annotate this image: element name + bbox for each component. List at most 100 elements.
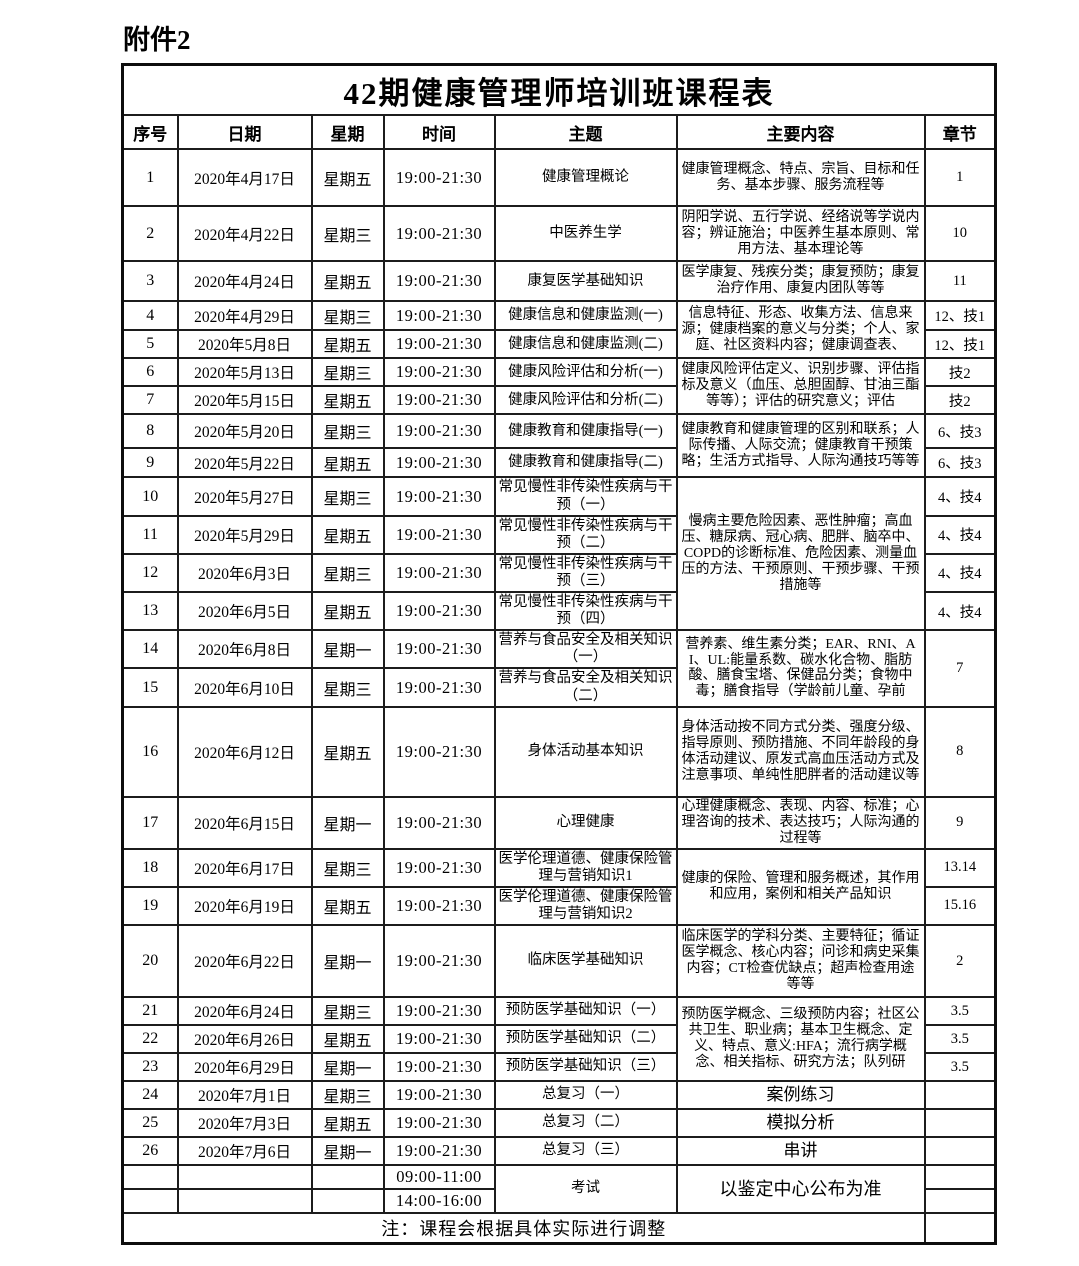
course-topic: 医学伦理道德、健康保险管理与营销知识2 — [493, 885, 678, 927]
exam-week-cell-1 — [310, 1164, 385, 1190]
course-row: 1 2020年4月17日 星期五 19:00-21:30 健康管理概论 健康管理概念、特点… — [121, 148, 997, 208]
course-time: 19:00-21:30 — [382, 329, 496, 360]
course-row: 5 2020年5月8日 星期五 19:00-21:30 健康信息和健康监测(二) 12、技… — [121, 329, 997, 360]
row-number: 21 — [121, 996, 179, 1026]
course-time: 19:00-21:30 — [382, 413, 496, 450]
row-number: 16 — [121, 705, 179, 798]
row-number: 18 — [121, 847, 179, 888]
course-time: 19:00-21:30 — [382, 629, 496, 670]
course-row: 4 2020年4月29日 星期三 19:00-21:30 健康信息和健康监测(一) 信息特… — [121, 300, 997, 360]
course-weekday: 星期五 — [310, 447, 385, 479]
course-time: 19:00-21:30 — [382, 996, 496, 1026]
course-row: 17 2020年6月15日 星期一 19:00-21:30 心理健康 心理健康概念、表现、… — [121, 795, 997, 850]
row-number: 6 — [121, 357, 179, 388]
course-weekday: 星期一 — [310, 629, 385, 670]
course-row: 3 2020年4月24日 星期五 19:00-21:30 康复医学基础知识 医学康复、残疾… — [121, 260, 997, 303]
row-number: 24 — [121, 1080, 179, 1110]
exam-date-cell-2 — [176, 1188, 313, 1214]
course-topic: 中医养生学 — [493, 205, 678, 263]
course-chapter — [923, 1136, 997, 1166]
course-date: 2020年6月15日 — [176, 795, 313, 850]
course-chapter: 4、技4 — [923, 514, 997, 555]
course-weekday: 星期五 — [310, 1024, 385, 1054]
course-date: 2020年5月8日 — [176, 329, 313, 360]
course-chapter — [923, 1108, 997, 1138]
course-topic: 预防医学基础知识（二） — [493, 1024, 678, 1054]
col-header-topic: 主题 — [493, 114, 678, 151]
row-number: 1 — [121, 148, 179, 208]
col-header-weekday: 星期 — [310, 114, 385, 151]
course-time: 19:00-21:30 — [382, 514, 496, 555]
course-time: 19:00-21:30 — [382, 1052, 496, 1082]
course-content: 串讲 — [675, 1136, 926, 1166]
course-rows-body: 1 2020年4月17日 星期五 19:00-21:30 健康管理概论 健康管理概念、特点… — [121, 148, 997, 1166]
row-number: 25 — [121, 1108, 179, 1138]
course-time: 19:00-21:30 — [382, 667, 496, 708]
row-number: 12 — [121, 552, 179, 594]
exam-row-morning: 09:00-11:00 考试 以鉴定中心公布为准 — [121, 1164, 997, 1214]
course-date: 2020年7月6日 — [176, 1136, 313, 1166]
course-date: 2020年7月3日 — [176, 1108, 313, 1138]
course-row: 11 2020年5月29日 星期五 19:00-21:30 常见慢性非传染性疾病与干预（… — [121, 514, 997, 555]
course-row: 26 2020年7月6日 星期一 19:00-21:30 总复习（三） 串讲 — [121, 1136, 997, 1166]
course-chapter — [923, 1080, 997, 1110]
course-row: 16 2020年6月12日 星期五 19:00-21:30 身体活动基本知识 身体活动按不… — [121, 705, 997, 798]
course-weekday: 星期五 — [310, 329, 385, 360]
course-weekday: 星期三 — [310, 552, 385, 594]
course-content: 临床医学的学科分类、主要特征；循证医学概念、核心内容；问诊和病史采集内容；CT检… — [675, 924, 926, 998]
attachment-label: 附件2 — [123, 25, 191, 55]
course-date: 2020年5月29日 — [176, 514, 313, 555]
course-row: 2 2020年4月22日 星期三 19:00-21:30 中医养生学 阴阳学说、五行学说、… — [121, 205, 997, 263]
table-title: 42期健康管理师培训班课程表 — [121, 63, 997, 117]
course-chapter: 12、技1 — [923, 300, 997, 332]
course-topic: 常见慢性非传染性疾病与干预（二） — [493, 514, 678, 555]
row-number: 13 — [121, 591, 179, 632]
row-number: 17 — [121, 795, 179, 850]
exam-no-cell-1 — [121, 1164, 179, 1190]
course-weekday: 星期五 — [310, 591, 385, 632]
course-time: 19:00-21:30 — [382, 1080, 496, 1110]
course-time: 19:00-21:30 — [382, 385, 496, 416]
course-time: 19:00-21:30 — [382, 300, 496, 332]
course-content: 身体活动按不同方式分类、强度分级、指导原则、预防措施、不同年龄段的身体活动建议、… — [675, 705, 926, 798]
course-weekday: 星期五 — [310, 148, 385, 208]
course-topic: 健康管理概论 — [493, 148, 678, 208]
course-chapter: 15.16 — [923, 885, 997, 927]
course-weekday: 星期五 — [310, 705, 385, 798]
course-row: 22 2020年6月26日 星期五 19:00-21:30 预防医学基础知识（二） 3.5 — [121, 1024, 997, 1054]
course-topic: 康复医学基础知识 — [493, 260, 678, 303]
course-content: 医学康复、残疾分类；康复预防；康复治疗作用、康复内团队等等 — [675, 260, 926, 303]
col-header-no: 序号 — [121, 114, 179, 151]
course-weekday: 星期三 — [310, 667, 385, 708]
course-date: 2020年6月22日 — [176, 924, 313, 998]
course-weekday: 星期五 — [310, 260, 385, 303]
course-date: 2020年5月20日 — [176, 413, 313, 450]
exam-date-cell-1 — [176, 1164, 313, 1190]
course-content: 营养素、维生素分类；EAR、RNI、AI、UL:能量系数、碳水化合物、脂肪酸、膳… — [675, 629, 926, 708]
row-number: 11 — [121, 514, 179, 555]
course-time: 19:00-21:30 — [382, 476, 496, 517]
course-date: 2020年4月24日 — [176, 260, 313, 303]
course-topic: 临床医学基础知识 — [493, 924, 678, 998]
course-content: 信息特征、形态、收集方法、信息来源；健康档案的意义与分类；个人、家庭、社区资料内… — [675, 300, 926, 360]
note-chapter-cell — [923, 1212, 997, 1245]
course-date: 2020年4月17日 — [176, 148, 313, 208]
course-row: 6 2020年5月13日 星期三 19:00-21:30 健康风险评估和分析(一) 健康风… — [121, 357, 997, 416]
course-chapter: 4、技4 — [923, 476, 997, 517]
course-chapter: 1 — [923, 148, 997, 208]
course-weekday: 星期一 — [310, 1136, 385, 1166]
row-number: 8 — [121, 413, 179, 450]
row-number: 26 — [121, 1136, 179, 1166]
row-number: 2 — [121, 205, 179, 263]
course-date: 2020年5月27日 — [176, 476, 313, 517]
course-content: 健康风险评估定义、识别步骤、评估指标及意义（血压、总胆固醇、甘油三酯等等）；评估… — [675, 357, 926, 416]
course-content: 模拟分析 — [675, 1108, 926, 1138]
course-weekday: 星期三 — [310, 476, 385, 517]
course-date: 2020年6月26日 — [176, 1024, 313, 1054]
course-topic: 身体活动基本知识 — [493, 705, 678, 798]
course-weekday: 星期一 — [310, 1052, 385, 1082]
course-topic: 健康信息和健康监测(一) — [493, 300, 678, 332]
course-row: 18 2020年6月17日 星期三 19:00-21:30 医学伦理道德、健康保险管理与… — [121, 847, 997, 927]
course-time: 19:00-21:30 — [382, 1108, 496, 1138]
